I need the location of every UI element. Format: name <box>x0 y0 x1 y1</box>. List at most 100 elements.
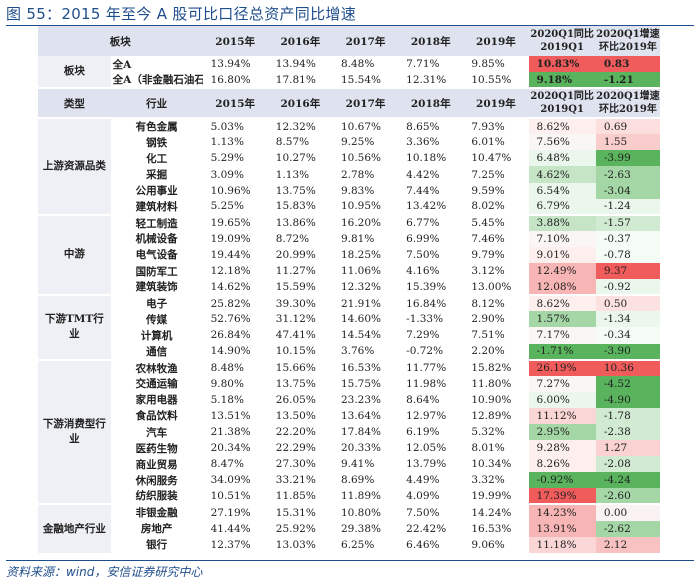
value-cell: 15.54% <box>340 73 381 86</box>
table-row: 钢铁 1.13% 8.57% 9.25% 3.36% 6.01% 7.56% 1.55 <box>38 134 660 151</box>
industry-cell: 钢铁 <box>146 136 168 149</box>
value-cell: 10.56% <box>340 152 381 165</box>
q1-yoy-cell: 7.27% <box>528 375 596 392</box>
value-cell: 13.94% <box>275 58 316 71</box>
value-cell: 20.33% <box>340 442 381 455</box>
summary-header-cell: 2015年 <box>202 26 268 56</box>
value-cell: 11.98% <box>406 377 447 390</box>
chg-cell: 9.37 <box>595 263 660 280</box>
value-cell: 15.31% <box>267 503 333 521</box>
value-cell: 52.76% <box>210 313 251 326</box>
value-cell: 15.59% <box>275 280 316 293</box>
main-header-cell: 2017年 <box>332 87 399 119</box>
value-cell: 10.34% <box>471 458 512 471</box>
value-cell: 9.83% <box>340 184 375 197</box>
value-cell: 23.23% <box>340 393 381 406</box>
chg-cell: -2.08 <box>595 456 660 473</box>
value-cell: 47.41% <box>275 329 316 342</box>
value-cell: 25.82% <box>202 294 268 312</box>
value-cell: 8.47% <box>210 458 244 471</box>
value-cell: 17.84% <box>340 426 381 439</box>
q1-yoy-cell: 10.83% <box>528 56 596 73</box>
chg-cell: -1.78 <box>595 407 660 424</box>
value-cell: 9.59% <box>471 184 505 197</box>
value-cell: 16.53% <box>332 358 399 376</box>
value-cell: 7.29% <box>406 329 440 342</box>
table-row: 下游消费型行业 农林牧渔 8.48% 15.66% 16.53% 11.77% 15.82%… <box>38 358 660 505</box>
chg-cell: 1.55 <box>595 134 660 151</box>
value-cell: 7.25% <box>471 168 505 181</box>
q1-yoy-cell: 8.26% <box>528 456 596 473</box>
table-row: 房地产 41.44% 25.92% 29.38% 22.42% 16.53% 13.91% -… <box>38 520 660 537</box>
value-cell: 12.97% <box>406 409 447 422</box>
table-row: 全A（非金融石油石化） 16.80% 17.81% 15.54% 12.31% 10.55… <box>38 72 660 89</box>
value-cell: 9.25% <box>340 136 375 149</box>
table-body: 板块 2015年 2016年 2017年 2018年 2019年 2020Q1同比2019Q… <box>38 26 660 553</box>
value-cell: 9.80% <box>210 377 244 390</box>
table-row: 电气设备 19.44% 20.99% 18.25% 7.50% 9.79% 9.01% -0.… <box>38 246 660 264</box>
value-cell: 31.12% <box>275 313 316 326</box>
value-cell: 41.44% <box>210 522 251 535</box>
value-cell: 3.09% <box>210 168 244 181</box>
q1-yoy-cell: 8.62% <box>528 294 596 312</box>
growth-table: 板块 2015年 2016年 2017年 2018年 2019年 2020Q1同比2019Q… <box>38 26 660 553</box>
value-cell: 8.72% <box>275 232 310 245</box>
chg-cell: -4.52 <box>595 375 660 392</box>
chg-cell: -3.99 <box>595 150 660 167</box>
chg-cell: -2.63 <box>595 166 660 183</box>
summary-header-row: 板块 2015年 2016年 2017年 2018年 2019年 2020Q1同比2019Q… <box>38 26 660 56</box>
value-cell: 13.75% <box>275 184 316 197</box>
value-cell: 15.75% <box>340 377 381 390</box>
group-label: 中游 <box>38 213 111 296</box>
value-cell: 10.67% <box>332 117 399 135</box>
industry-cell: 银行 <box>146 539 168 552</box>
value-cell: 7.46% <box>471 232 505 245</box>
summary-header-cell: 2019年 <box>463 26 529 56</box>
title-rule <box>6 25 694 26</box>
value-cell: 10.18% <box>406 152 447 165</box>
q1-yoy-cell: 2.95% <box>528 423 596 441</box>
value-cell: 10.15% <box>275 345 316 358</box>
value-cell: 1.13% <box>210 136 244 149</box>
table-row: 家用电器 5.18% 26.05% 23.23% 8.64% 10.90% 6.00% -4.… <box>38 391 660 408</box>
value-cell: 8.12% <box>463 294 529 312</box>
value-cell: 5.03% <box>202 117 268 135</box>
chg-cell: -4.24 <box>595 472 660 489</box>
value-cell: 13.00% <box>471 280 512 293</box>
chg-cell: 10.36 <box>595 358 660 376</box>
value-cell: 11.80% <box>471 377 512 390</box>
growth-table-container: 板块 2015年 2016年 2017年 2018年 2019年 2020Q1同比2019Q… <box>38 26 660 553</box>
industry-cell: 家用电器 <box>135 394 178 407</box>
value-cell: 39.30% <box>267 294 333 312</box>
source-note: 资料来源：wind，安信证券研究中心 <box>6 565 203 579</box>
industry-cell: 采掘 <box>146 169 168 182</box>
industry-cell: 汽车 <box>146 426 168 439</box>
value-cell: 25.92% <box>275 522 316 535</box>
table-row: 交通运输 9.80% 13.75% 15.75% 11.98% 11.80% 7.27% -4… <box>38 375 660 392</box>
industry-cell: 通信 <box>146 345 168 358</box>
value-cell: 13.64% <box>340 409 381 422</box>
value-cell: 5.32% <box>471 426 505 439</box>
value-cell: 11.27% <box>275 265 316 278</box>
summary-header-cell: 2020Q1增速环比2019年 <box>595 26 660 56</box>
value-cell: 12.89% <box>471 409 512 422</box>
value-cell: 2.90% <box>471 313 505 326</box>
value-cell: 14.24% <box>463 503 529 521</box>
value-cell: 4.42% <box>406 168 440 181</box>
value-cell: -0.72% <box>406 345 444 358</box>
value-cell: 13.94% <box>210 58 251 71</box>
value-cell: 11.77% <box>398 358 464 376</box>
value-cell: 12.32% <box>340 280 381 293</box>
value-cell: 22.29% <box>275 442 316 455</box>
table-row: 上游资源品类 有色金属 5.03% 12.32% 10.67% 8.65% 7.93% 8.6… <box>38 117 660 215</box>
value-cell: 5.25% <box>210 200 244 213</box>
value-cell: 13.86% <box>267 213 333 231</box>
table-row: 传媒 52.76% 31.12% 14.60% -1.33% 2.90% 1.57% -1.3… <box>38 311 660 328</box>
value-cell: 10.27% <box>275 152 316 165</box>
value-cell: 9.81% <box>340 232 375 245</box>
value-cell: 14.62% <box>210 280 251 293</box>
q1-yoy-cell: 7.56% <box>528 134 596 151</box>
industry-cell: 房地产 <box>140 523 173 536</box>
value-cell: 14.54% <box>340 329 381 342</box>
value-cell: 4.49% <box>406 474 440 487</box>
